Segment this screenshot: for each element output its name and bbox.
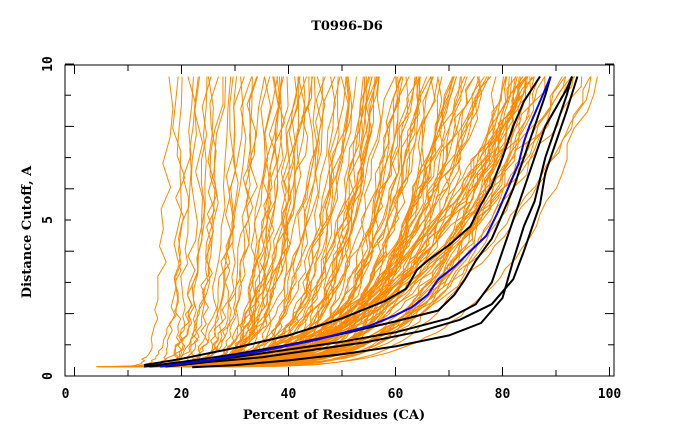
x-tick-label: 60	[388, 387, 404, 402]
model-curve	[112, 76, 379, 368]
x-tick-label: 0	[62, 387, 70, 402]
axis-ticks	[65, 63, 614, 377]
model-curve	[99, 76, 196, 368]
x-tick-labels: 0 20 40 60 80 100	[62, 387, 622, 402]
model-curve	[127, 76, 326, 368]
model-curve	[108, 76, 227, 368]
model-curve	[156, 76, 522, 368]
model-curve	[115, 76, 283, 368]
background-model-curves	[96, 76, 598, 368]
chart-title: T0996-D6	[311, 19, 383, 34]
model-curve	[98, 76, 212, 368]
model-black-2	[143, 76, 552, 368]
model-black-4	[165, 76, 579, 368]
model-curve	[114, 76, 527, 368]
model-curve	[170, 76, 574, 368]
x-axis-label: Percent of Residues (CA)	[243, 408, 425, 423]
model-curve	[163, 76, 254, 368]
model-black-3	[149, 76, 573, 368]
y-tick-label: 5	[41, 216, 56, 224]
model-curve	[137, 76, 199, 368]
y-tick-label: 0	[41, 372, 56, 380]
x-tick-label: 40	[281, 387, 297, 402]
model-curve	[170, 76, 216, 368]
model-black-5	[192, 76, 573, 369]
model-curve	[168, 76, 592, 368]
model-curve	[109, 76, 244, 368]
model-curve	[112, 76, 563, 368]
highlighted-model-curves	[143, 75, 579, 369]
model-curve	[96, 76, 174, 368]
x-tick-label: 100	[598, 387, 622, 402]
y-tick-label: 10	[41, 56, 56, 72]
model-curve	[135, 76, 186, 368]
y-tick-labels: 0 5 10	[41, 56, 56, 380]
x-tick-label: 20	[174, 387, 190, 402]
y-axis-label: Distance Cutoff, A	[20, 165, 35, 298]
model-curve	[111, 76, 524, 368]
model-curve	[135, 76, 340, 368]
model-blue-reference	[159, 76, 552, 368]
model-curve	[164, 76, 598, 368]
x-tick-label: 80	[495, 387, 511, 402]
model-black-1	[143, 75, 541, 367]
model-curve	[168, 76, 234, 368]
